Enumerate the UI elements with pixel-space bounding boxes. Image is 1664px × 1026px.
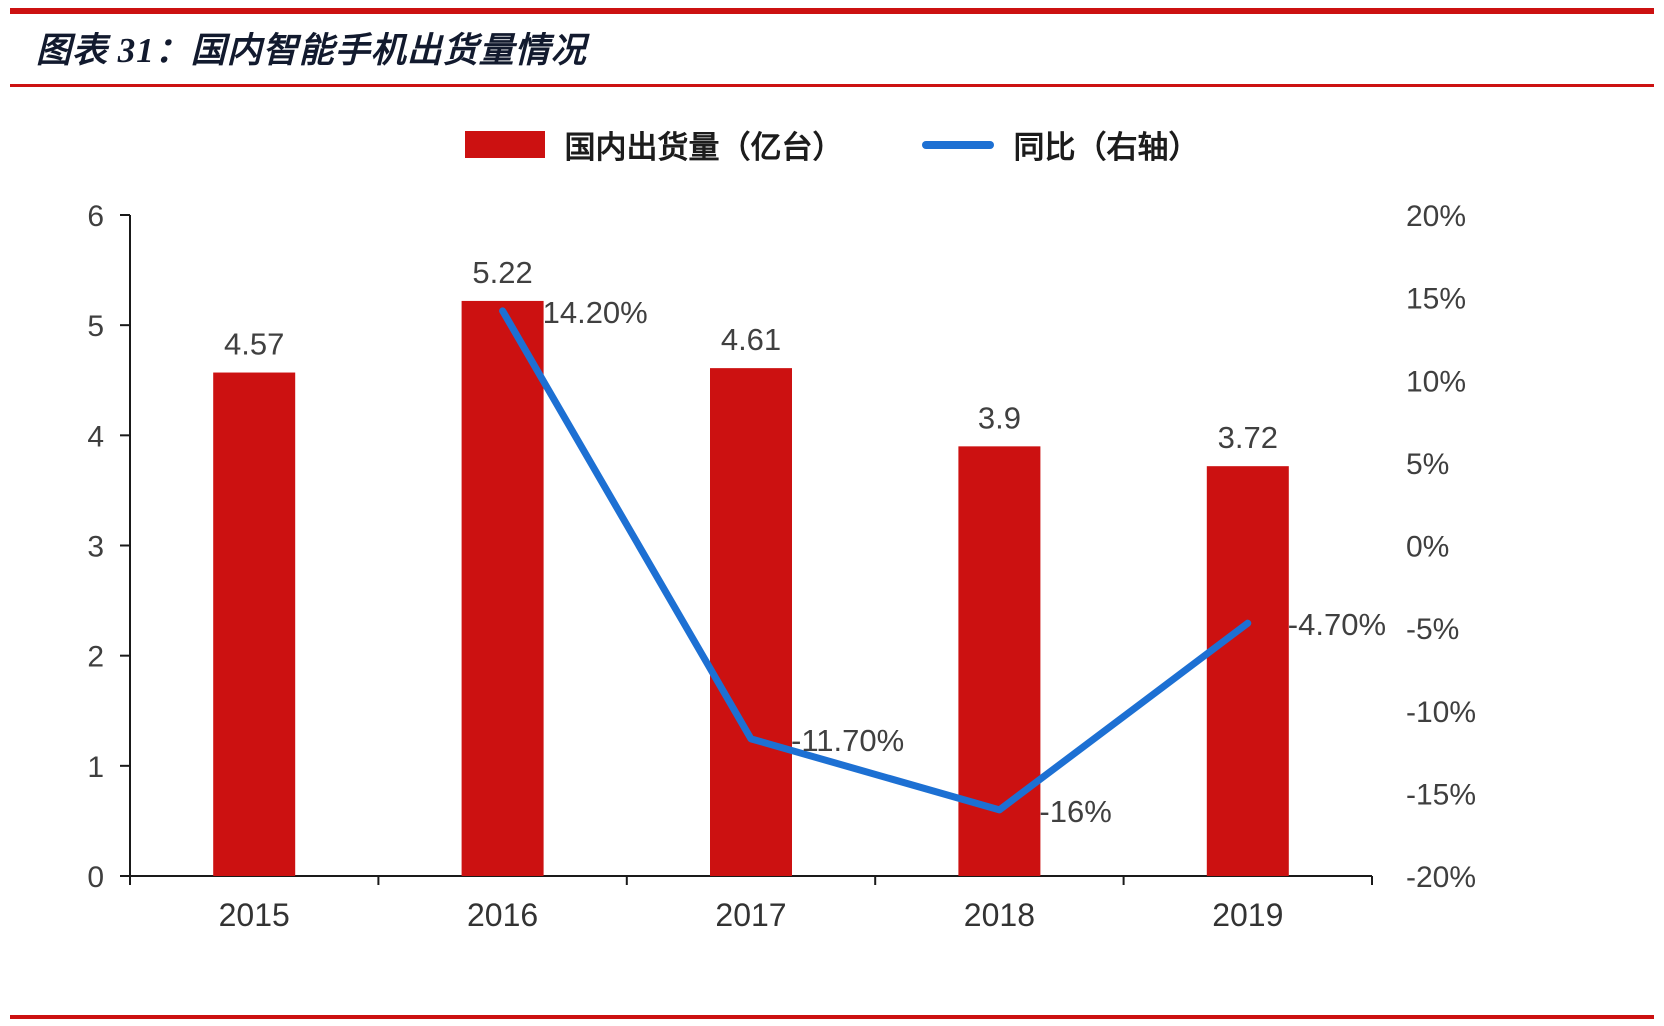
- bar-value-label: 3.72: [1218, 420, 1278, 455]
- x-axis-category-label: 2015: [219, 897, 290, 933]
- legend-item-line: 同比（右轴）: [921, 122, 1200, 167]
- left-axis-tick-label: 4: [87, 420, 104, 453]
- bar-value-label: 3.9: [978, 400, 1021, 435]
- legend: 国内出货量（亿台） 同比（右轴）: [0, 122, 1664, 167]
- left-axis-tick-label: 3: [87, 531, 104, 564]
- line-series-label: 同比（右轴）: [1013, 130, 1200, 165]
- line-value-label: -11.70%: [791, 723, 904, 758]
- bottom-red-rule: [10, 1015, 1654, 1019]
- right-axis-tick-label: 0%: [1406, 531, 1449, 564]
- left-axis-tick-label: 2: [87, 641, 104, 674]
- right-axis-tick-label: 5%: [1406, 448, 1449, 481]
- line-value-label: -4.70%: [1288, 607, 1386, 642]
- bar: [461, 300, 544, 876]
- right-axis-tick-label: -10%: [1406, 696, 1476, 729]
- right-axis-tick-label: 10%: [1406, 365, 1466, 398]
- bar-series-swatch-icon: [464, 131, 545, 158]
- line-value-label: -16%: [1039, 794, 1111, 829]
- bar: [213, 372, 296, 876]
- right-axis-tick-label: 15%: [1406, 283, 1466, 316]
- chart-title: 图表 31：国内智能手机出货量情况: [36, 31, 587, 70]
- line-series-swatch-icon: [921, 140, 994, 149]
- bar: [1206, 466, 1289, 876]
- x-axis-category-label: 2019: [1212, 897, 1283, 933]
- right-axis-tick-label: -15%: [1406, 778, 1476, 811]
- trend-line: [499, 307, 1252, 814]
- right-axis-tick-label: -5%: [1406, 613, 1459, 646]
- title-red-rule: [10, 84, 1654, 87]
- legend-item-bar: 国内出货量（亿台）: [464, 122, 844, 167]
- right-axis-tick-label: 20%: [1406, 200, 1466, 233]
- x-axis-category-label: 2018: [964, 897, 1035, 933]
- top-red-rule: [10, 8, 1654, 14]
- left-axis-tick-label: 6: [87, 200, 104, 233]
- x-axis-category-label: 2017: [715, 897, 786, 933]
- left-axis-tick-label: 5: [87, 310, 104, 343]
- bar-value-label: 4.61: [721, 322, 781, 357]
- left-axis-tick-label: 1: [87, 751, 104, 784]
- x-axis-category-label: 2016: [467, 897, 538, 933]
- bar-value-label: 4.57: [224, 327, 284, 362]
- bar-value-label: 5.22: [472, 255, 532, 290]
- left-axis-tick-label: 0: [87, 861, 104, 894]
- line-value-label: 14.20%: [543, 295, 648, 330]
- bar-series-label: 国内出货量（亿台）: [564, 130, 844, 165]
- right-axis-tick-label: -20%: [1406, 861, 1476, 894]
- bar: [710, 368, 792, 876]
